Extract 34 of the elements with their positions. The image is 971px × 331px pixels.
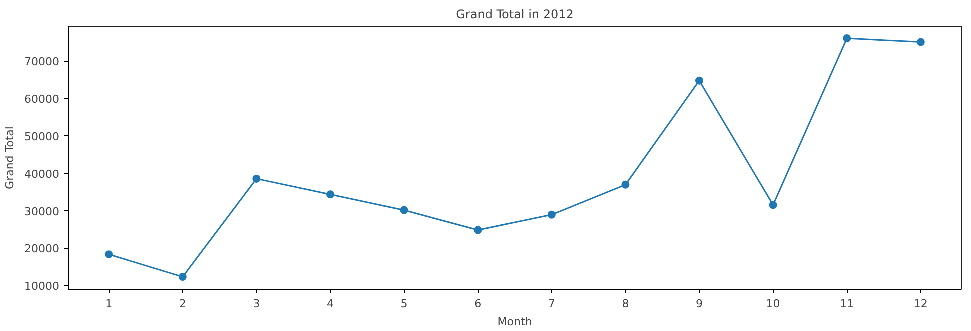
x-tick-label: 8: [622, 298, 630, 310]
x-tick-label: 6: [474, 298, 482, 310]
x-tick-label: 3: [253, 298, 260, 310]
y-tick-label: 50000: [24, 130, 60, 144]
point: [696, 76, 704, 85]
x-tick-label: 5: [400, 298, 408, 310]
point: [474, 226, 482, 234]
x-tick-label: 7: [548, 298, 556, 310]
point: [622, 180, 630, 189]
y-tick-label: 30000: [24, 205, 60, 218]
x-tick-label: 12: [914, 298, 928, 310]
x-tick-label: 1: [106, 298, 113, 310]
point: [105, 250, 114, 259]
y-tick-label: 10000: [24, 280, 60, 294]
point: [843, 34, 852, 43]
y-axis-title: Grand Total: [4, 126, 17, 190]
y-tick-label: 70000: [24, 56, 60, 69]
y-tick-label: 60000: [24, 92, 60, 106]
y-tick-label: 40000: [24, 168, 60, 181]
x-tick-label: 2: [179, 298, 186, 310]
point: [916, 38, 925, 46]
x-tick-label: 4: [326, 298, 334, 310]
point: [178, 273, 187, 282]
x-axis-title: Month: [498, 316, 532, 328]
point: [252, 174, 261, 183]
point: [548, 210, 556, 219]
x-tick-label: 9: [696, 298, 704, 310]
x-tick-label: 10: [766, 298, 780, 310]
chart-title: Grand Total in 2012: [456, 8, 574, 22]
point: [326, 190, 334, 199]
y-tick-label: 20000: [24, 242, 60, 256]
point: [769, 201, 778, 210]
x-tick-label: 11: [840, 298, 854, 310]
point: [400, 206, 408, 214]
